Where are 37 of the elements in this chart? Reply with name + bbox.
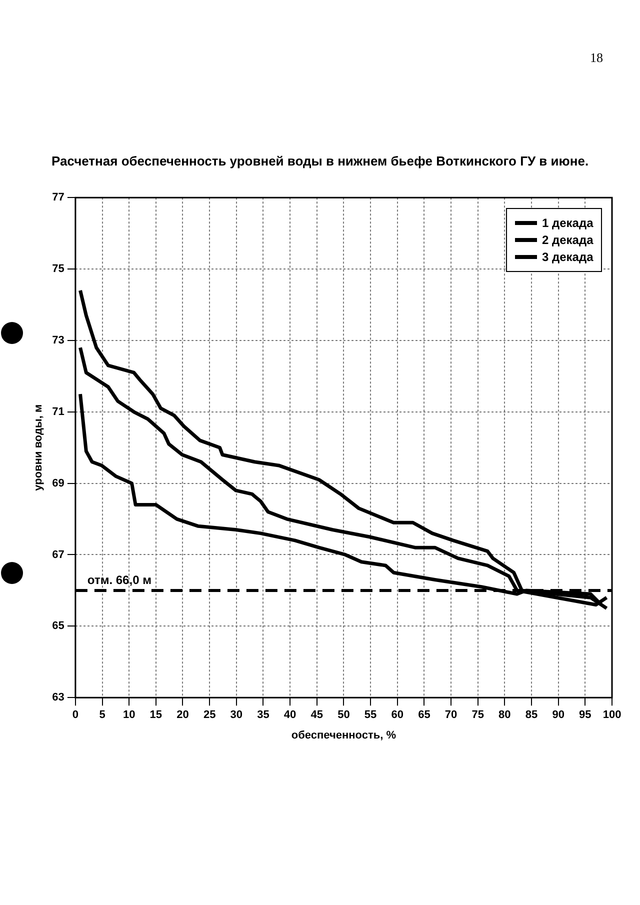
- ref-line-label: отм. 66,0 м: [87, 572, 152, 587]
- text: 18: [590, 50, 603, 66]
- legend-label: 2 декада: [542, 232, 594, 247]
- x-tick-label: 60: [391, 709, 404, 722]
- x-tick-label: 75: [472, 709, 484, 722]
- y-tick-label: 73: [52, 334, 64, 346]
- chart-title: Расчетная обеспеченность уровней воды в нижнем бьефе Воткинского ГУ в июне.: [51, 153, 589, 168]
- y-tick-label: 63: [52, 692, 64, 704]
- x-tick-label: 35: [257, 709, 270, 722]
- x-tick-label: 85: [525, 709, 538, 722]
- x-tick-label: 100: [602, 709, 622, 722]
- x-tick-label: 90: [552, 709, 564, 722]
- x-tick-label: 70: [444, 709, 458, 722]
- y-axis-title: уровни воды, м: [32, 404, 45, 491]
- x-tick-label: 65: [418, 709, 430, 722]
- x-tick-label: 95: [579, 709, 592, 722]
- x-tick-label: 30: [230, 709, 243, 722]
- y-tick-label: 67: [52, 548, 64, 561]
- legend-label: 1 декада: [542, 216, 594, 230]
- y-tick-label: 71: [52, 406, 64, 418]
- x-tick-label: 50: [338, 709, 350, 722]
- y-tick-label: 77: [52, 192, 64, 204]
- x-tick-label: 55: [364, 709, 377, 722]
- x-tick-label: 40: [284, 709, 296, 722]
- x-tick-label: 45: [310, 709, 324, 722]
- x-tick-label: 10: [122, 709, 136, 722]
- y-tick-label: 69: [52, 477, 64, 490]
- x-tick-label: 5: [99, 709, 106, 722]
- x-tick-label: 15: [150, 709, 162, 722]
- x-tick-label: 25: [203, 709, 216, 722]
- x-tick-label: 80: [498, 709, 511, 722]
- x-tick-label: 20: [176, 709, 189, 722]
- y-tick-label: 75: [52, 263, 64, 276]
- y-tick-label: 65: [52, 620, 64, 632]
- x-tick-label: 0: [72, 709, 78, 722]
- legend-label: 3 декада: [542, 250, 594, 264]
- x-axis-title: обеспеченность, %: [291, 729, 396, 742]
